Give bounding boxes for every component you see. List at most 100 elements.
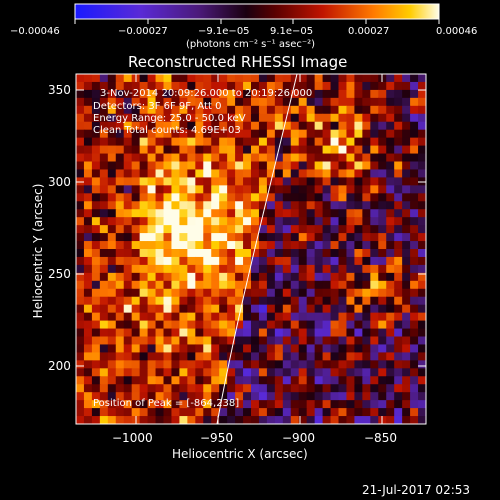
- heatmap-cell: [139, 201, 149, 210]
- heatmap-cell: [131, 288, 141, 298]
- heatmap-cell: [402, 201, 411, 210]
- heatmap-cell: [139, 288, 149, 298]
- heatmap-cell: [251, 161, 260, 171]
- heatmap-cell: [83, 336, 93, 346]
- heatmap-cell: [362, 89, 371, 99]
- heatmap-cell: [139, 161, 149, 171]
- heatmap-cell: [274, 177, 284, 186]
- heatmap-cell: [139, 336, 149, 346]
- heatmap-cell: [418, 185, 426, 194]
- heatmap-cell: [115, 137, 125, 147]
- heatmap-cell: [195, 280, 204, 290]
- heatmap-cell: [179, 320, 188, 330]
- heatmap-cell: [266, 81, 276, 91]
- heatmap-cell: [266, 296, 276, 306]
- heatmap-cell: [211, 81, 220, 91]
- heatmap-cell: [338, 97, 348, 107]
- heatmap-cell: [131, 177, 141, 186]
- heatmap-cell: [402, 169, 411, 178]
- heatmap-cell: [163, 288, 173, 298]
- heatmap-cell: [171, 201, 180, 210]
- heatmap-cell: [362, 320, 371, 330]
- heatmap-cell: [386, 288, 395, 298]
- heatmap-cell: [306, 288, 316, 298]
- heatmap-cell: [155, 400, 165, 409]
- heatmap-cell: [314, 296, 324, 306]
- heatmap-cell: [115, 121, 125, 131]
- heatmap-cell: [91, 177, 101, 186]
- heatmap-cell: [219, 185, 228, 194]
- heatmap-cell: [314, 81, 324, 91]
- heatmap-cell: [322, 376, 332, 385]
- heatmap-cell: [251, 225, 260, 234]
- heatmap-cell: [378, 344, 387, 353]
- heatmap-cell: [370, 121, 379, 131]
- heatmap-cell: [139, 312, 149, 322]
- heatmap-cell: [76, 129, 85, 139]
- heatmap-cell: [346, 74, 355, 83]
- heatmap-cell: [243, 384, 252, 393]
- heatmap-cell: [282, 161, 292, 171]
- heatmap-cell: [76, 105, 85, 115]
- heatmap-cell: [378, 392, 387, 401]
- heatmap-cell: [187, 193, 196, 202]
- heatmap-cell: [338, 384, 348, 393]
- heatmap-cell: [410, 320, 419, 330]
- heatmap-cell: [314, 161, 324, 171]
- heatmap-cell: [195, 416, 204, 424]
- heatmap-cell: [195, 193, 204, 202]
- heatmap-cell: [195, 296, 204, 306]
- colorbar-tick-label: −0.00046: [10, 26, 60, 37]
- heatmap-cell: [306, 320, 316, 330]
- heatmap-cell: [83, 344, 93, 353]
- heatmap-cell: [298, 392, 308, 401]
- heatmap-cell: [386, 264, 395, 274]
- heatmap-cell: [354, 97, 363, 107]
- heatmap-cell: [306, 392, 316, 401]
- heatmap-cell: [243, 225, 252, 234]
- heatmap-cell: [354, 105, 363, 115]
- heatmap-cell: [330, 264, 340, 274]
- heatmap-cell: [163, 352, 173, 361]
- heatmap-cell: [123, 376, 133, 385]
- heatmap-cell: [195, 153, 204, 163]
- heatmap-cell: [346, 121, 355, 131]
- heatmap-cell: [179, 249, 188, 258]
- heatmap-cell: [251, 81, 260, 91]
- heatmap-cell: [274, 233, 284, 242]
- heatmap-cell: [386, 256, 395, 266]
- heatmap-cell: [131, 201, 141, 210]
- heatmap-cell: [179, 352, 188, 361]
- heatmap-cell: [163, 193, 173, 202]
- heatmap-cell: [131, 137, 141, 147]
- heatmap-cell: [330, 416, 340, 424]
- heatmap-cell: [378, 249, 387, 258]
- heatmap-cell: [378, 121, 387, 131]
- heatmap-cell: [282, 249, 292, 258]
- heatmap-cell: [179, 225, 188, 234]
- heatmap-cell: [354, 113, 363, 123]
- heatmap-cell: [131, 145, 141, 155]
- heatmap-cell: [314, 209, 324, 218]
- heatmap-cell: [243, 312, 252, 322]
- heatmap-cell: [362, 360, 371, 369]
- heatmap-cell: [163, 368, 173, 377]
- heatmap-cell: [338, 145, 348, 155]
- heatmap-cell: [282, 177, 292, 186]
- heatmap-cell: [322, 241, 332, 250]
- heatmap-cell: [258, 177, 268, 186]
- heatmap-cell: [155, 233, 165, 242]
- heatmap-cell: [282, 392, 292, 401]
- heatmap-cell: [410, 145, 419, 155]
- heatmap-cell: [107, 105, 117, 115]
- heatmap-cell: [147, 81, 157, 91]
- heatmap-cell: [418, 360, 426, 369]
- heatmap-cell: [266, 352, 276, 361]
- heatmap-cell: [274, 129, 284, 139]
- heatmap-cell: [370, 312, 379, 322]
- heatmap-cell: [298, 217, 308, 226]
- heatmap-cell: [322, 336, 332, 346]
- heatmap-cell: [76, 400, 85, 409]
- heatmap-cell: [235, 280, 244, 290]
- heatmap-cell: [139, 177, 149, 186]
